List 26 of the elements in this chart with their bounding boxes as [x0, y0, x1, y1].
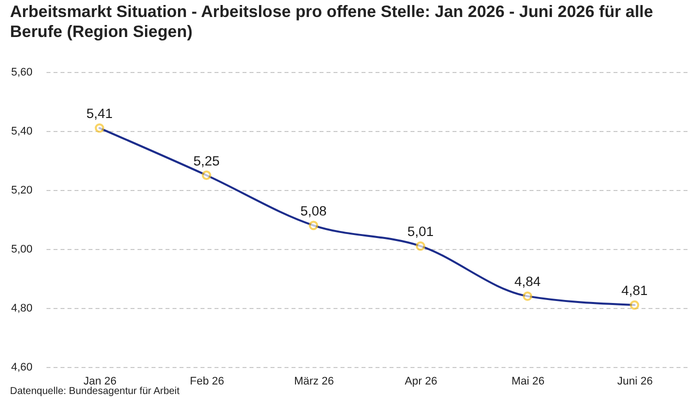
chart-title: Arbeitsmarkt Situation - Arbeitslose pro offene Stelle: Jan 2026 - Juni 2026 für alle Berufe (Region Siegen) — [10, 2, 654, 42]
point — [416, 241, 426, 251]
y-tick-label: 5,40 — [11, 126, 32, 138]
y-tick-label: 5,60 — [11, 66, 32, 78]
data-label: 4,81 — [621, 283, 648, 298]
point — [308, 220, 318, 230]
point — [522, 292, 532, 301]
x-tick-label: Jan 26 — [83, 376, 117, 388]
data-label: 5,01 — [407, 224, 434, 240]
x-tick-label: März 26 — [294, 376, 334, 388]
y-tick-label: 4,60 — [11, 362, 32, 374]
data-label: 5,41 — [86, 106, 113, 122]
point — [94, 123, 104, 133]
y-tick-label: 5,20 — [11, 184, 32, 196]
x-tick-label: Juni 26 — [617, 376, 653, 388]
y-tick-label: 4,80 — [11, 302, 32, 314]
x-tick-label: Mai 26 — [511, 376, 545, 388]
x-tick-label: Feb 26 — [190, 376, 224, 388]
text: Datenquelle: Bundesagentur für Arbeit — [10, 386, 180, 397]
point — [630, 300, 640, 310]
data-label: 4,84 — [514, 274, 542, 290]
point — [202, 170, 212, 180]
data-label: 5,25 — [193, 153, 220, 168]
data-label: 5,08 — [300, 203, 327, 218]
x-tick-label: Apr 26 — [404, 376, 438, 388]
y-tick-label: 5,00 — [11, 244, 32, 256]
